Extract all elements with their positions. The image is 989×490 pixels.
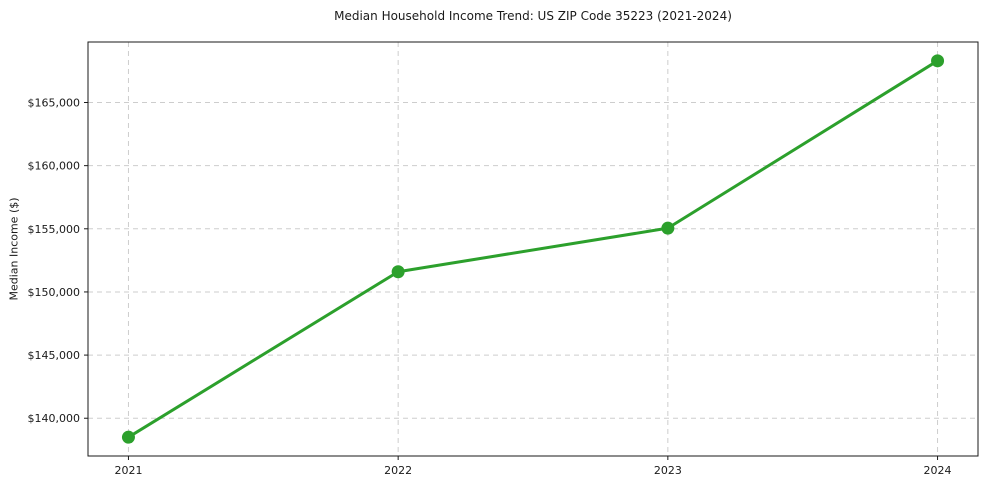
data-point-2021: [121, 430, 135, 444]
y-tick-label: $160,000: [28, 160, 81, 173]
chart-title: Median Household Income Trend: US ZIP Co…: [334, 9, 732, 23]
x-tick-label: 2023: [654, 464, 682, 477]
x-tick-label: 2024: [924, 464, 952, 477]
y-tick-label: $145,000: [28, 349, 81, 362]
y-tick-label: $155,000: [28, 223, 81, 236]
y-tick-label: $140,000: [28, 412, 81, 425]
x-tick-label: 2022: [384, 464, 412, 477]
y-tick-label: $150,000: [28, 286, 81, 299]
data-point-2023: [661, 221, 675, 235]
data-point-2022: [391, 265, 405, 279]
data-point-2024: [931, 54, 945, 68]
trend-line: [126, 59, 940, 439]
x-tick-label: 2021: [114, 464, 142, 477]
y-tick-label: $165,000: [28, 96, 81, 109]
plot-border: [87, 41, 979, 457]
